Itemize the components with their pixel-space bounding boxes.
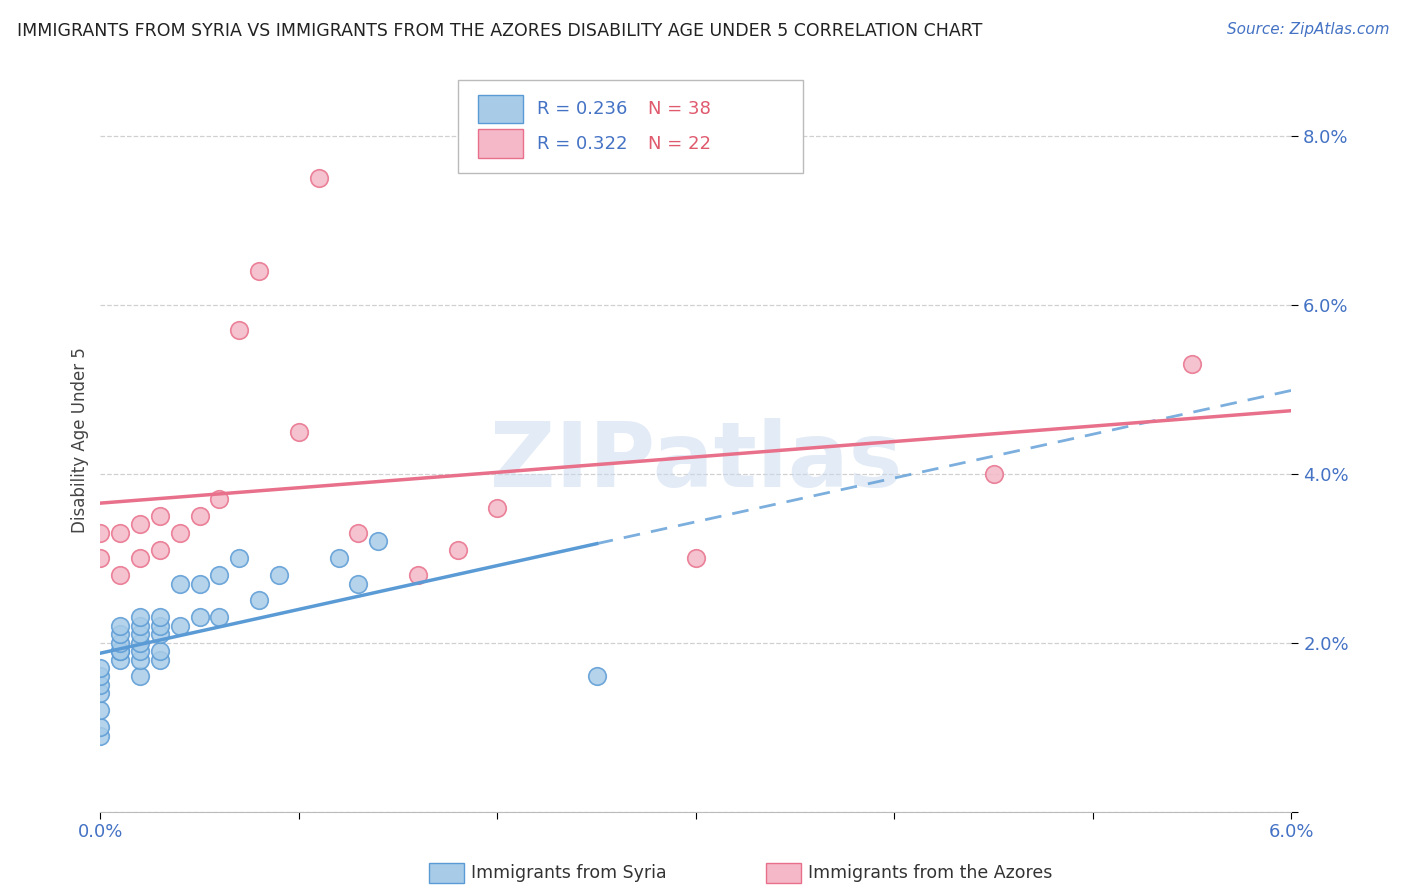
Point bbox=[149, 627, 172, 641]
Text: Immigrants from the Azores: Immigrants from the Azores bbox=[808, 864, 1053, 882]
Point bbox=[169, 576, 191, 591]
Point bbox=[188, 576, 211, 591]
Point bbox=[228, 323, 250, 337]
Point bbox=[169, 525, 191, 540]
Point bbox=[208, 568, 231, 582]
Text: Immigrants from Syria: Immigrants from Syria bbox=[471, 864, 666, 882]
Point bbox=[169, 619, 191, 633]
Point bbox=[108, 652, 131, 666]
Point bbox=[149, 542, 172, 557]
Point bbox=[188, 610, 211, 624]
Point bbox=[149, 508, 172, 523]
Text: N = 38: N = 38 bbox=[648, 100, 711, 118]
Point bbox=[208, 610, 231, 624]
Point bbox=[247, 593, 270, 607]
Point bbox=[89, 669, 111, 683]
Point bbox=[108, 644, 131, 658]
Point bbox=[129, 517, 152, 532]
Point bbox=[129, 644, 152, 658]
Point bbox=[228, 551, 250, 566]
Point bbox=[89, 678, 111, 692]
Text: R = 0.236: R = 0.236 bbox=[537, 100, 628, 118]
Point bbox=[208, 492, 231, 507]
Point bbox=[129, 619, 152, 633]
Point bbox=[129, 635, 152, 649]
FancyBboxPatch shape bbox=[478, 129, 523, 158]
Point bbox=[328, 551, 350, 566]
Point bbox=[149, 619, 172, 633]
Point bbox=[129, 652, 152, 666]
Point bbox=[89, 729, 111, 743]
Point bbox=[89, 703, 111, 717]
Point bbox=[89, 661, 111, 675]
Point bbox=[685, 551, 707, 566]
Point bbox=[108, 619, 131, 633]
Point bbox=[486, 500, 509, 515]
Point bbox=[108, 525, 131, 540]
Point bbox=[585, 669, 607, 683]
Text: ZIPatlas: ZIPatlas bbox=[489, 418, 903, 507]
Point bbox=[188, 508, 211, 523]
Y-axis label: Disability Age Under 5: Disability Age Under 5 bbox=[72, 347, 89, 533]
Point bbox=[129, 551, 152, 566]
Point bbox=[89, 551, 111, 566]
Point bbox=[149, 644, 172, 658]
Point bbox=[129, 669, 152, 683]
Point bbox=[108, 627, 131, 641]
Point bbox=[308, 171, 330, 186]
Point bbox=[267, 568, 290, 582]
Point bbox=[347, 525, 370, 540]
Point bbox=[367, 534, 389, 549]
Text: N = 22: N = 22 bbox=[648, 135, 711, 153]
Text: Source: ZipAtlas.com: Source: ZipAtlas.com bbox=[1226, 22, 1389, 37]
Point bbox=[89, 525, 111, 540]
Point bbox=[108, 644, 131, 658]
Point bbox=[129, 627, 152, 641]
Point bbox=[149, 610, 172, 624]
Point bbox=[129, 610, 152, 624]
Point bbox=[406, 568, 429, 582]
Text: IMMIGRANTS FROM SYRIA VS IMMIGRANTS FROM THE AZORES DISABILITY AGE UNDER 5 CORRE: IMMIGRANTS FROM SYRIA VS IMMIGRANTS FROM… bbox=[17, 22, 983, 40]
Point bbox=[983, 467, 1005, 481]
Point bbox=[347, 576, 370, 591]
FancyBboxPatch shape bbox=[458, 79, 803, 172]
Point bbox=[247, 264, 270, 278]
Point bbox=[108, 568, 131, 582]
Point bbox=[108, 635, 131, 649]
Point bbox=[447, 542, 470, 557]
Point bbox=[89, 720, 111, 734]
Point bbox=[89, 686, 111, 700]
Point bbox=[149, 652, 172, 666]
Point bbox=[1181, 357, 1204, 371]
FancyBboxPatch shape bbox=[478, 95, 523, 123]
Text: R = 0.322: R = 0.322 bbox=[537, 135, 628, 153]
Point bbox=[288, 425, 311, 439]
